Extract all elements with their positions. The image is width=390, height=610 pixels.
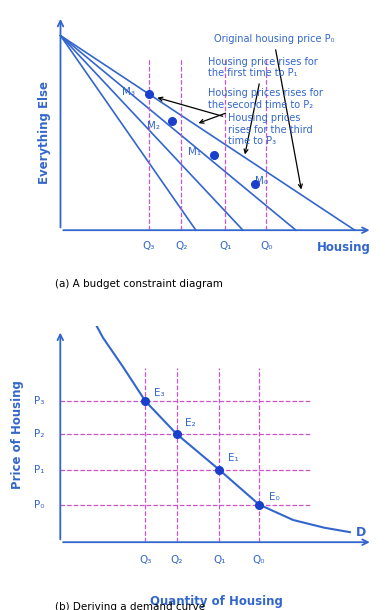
Text: P₁: P₁ [34, 465, 45, 475]
Text: E₁: E₁ [228, 453, 239, 463]
Text: E₀: E₀ [269, 492, 280, 501]
Text: P₃: P₃ [34, 396, 45, 406]
Text: (b) Deriving a demand curve: (b) Deriving a demand curve [55, 602, 205, 610]
Text: M₁: M₁ [188, 148, 201, 157]
Text: Q₃: Q₃ [143, 241, 155, 251]
Text: P₂: P₂ [34, 429, 45, 439]
Text: D: D [356, 526, 366, 539]
Text: Housing prices
rises for the third
time to P₃: Housing prices rises for the third time … [159, 97, 313, 146]
Text: Q₂: Q₂ [175, 241, 187, 251]
Text: E₃: E₃ [154, 389, 165, 398]
Text: P₀: P₀ [34, 500, 45, 509]
Text: Q₀: Q₀ [253, 554, 265, 565]
Text: Q₃: Q₃ [139, 554, 152, 565]
Text: M₀: M₀ [255, 176, 269, 186]
Text: Original housing price P₀: Original housing price P₀ [213, 34, 334, 188]
Text: Housing: Housing [317, 241, 371, 254]
Text: Q₀: Q₀ [260, 241, 273, 251]
Text: E₂: E₂ [185, 418, 196, 428]
Text: Housing prices rises for
the second time to P₂: Housing prices rises for the second time… [200, 88, 323, 123]
Text: Quantity of Housing: Quantity of Housing [150, 595, 283, 608]
Text: (a) A budget constraint diagram: (a) A budget constraint diagram [55, 279, 222, 289]
Text: Everything Else: Everything Else [38, 81, 51, 184]
Text: M₃: M₃ [122, 87, 135, 97]
Text: Q₁: Q₁ [219, 241, 232, 251]
Text: Q₁: Q₁ [213, 554, 225, 565]
Text: Price of Housing: Price of Housing [11, 380, 24, 489]
Text: Housing price rises for
the first time to P₁: Housing price rises for the first time t… [207, 57, 317, 153]
Text: M₂: M₂ [147, 121, 160, 131]
Text: Q₂: Q₂ [170, 554, 183, 565]
